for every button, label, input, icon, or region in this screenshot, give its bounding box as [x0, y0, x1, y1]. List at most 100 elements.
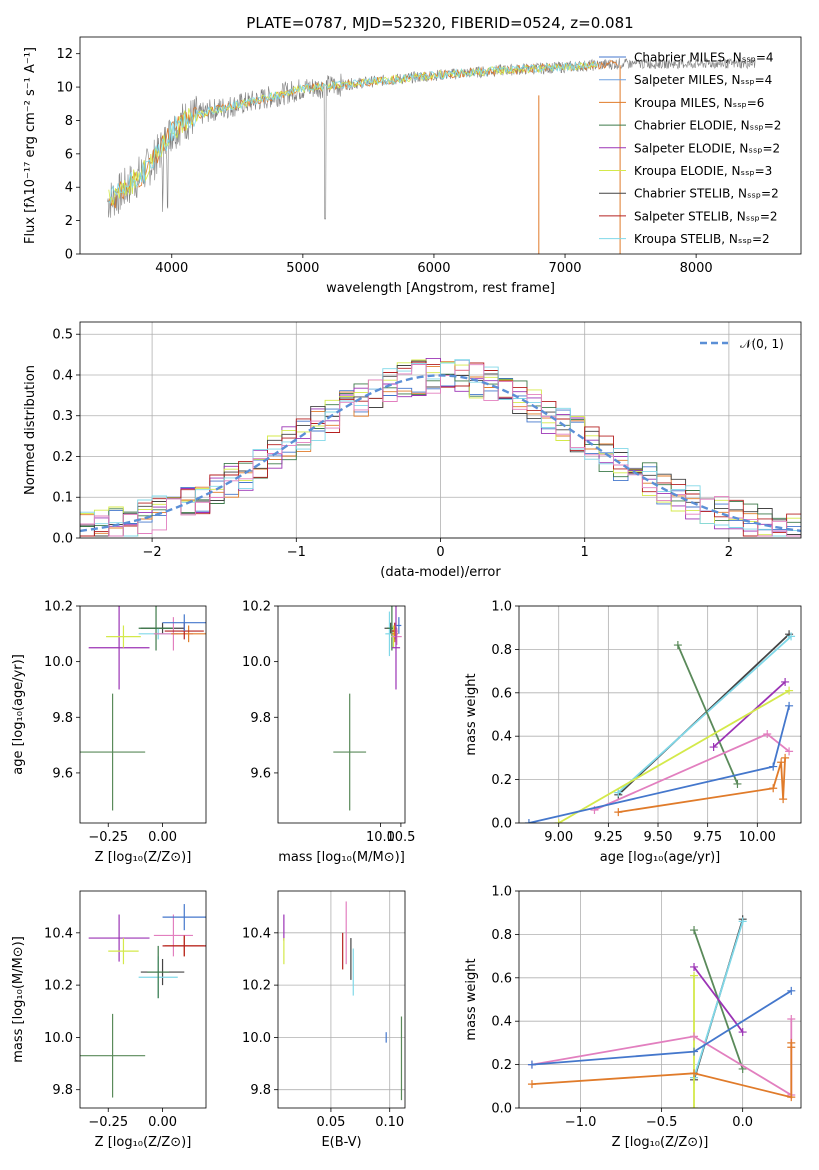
x-axis-label: mass [log₁₀(M/M⊙)]	[278, 850, 405, 865]
observed-spectrum-line	[107, 57, 756, 220]
mass-weight-line	[618, 757, 786, 813]
legend-label: 𝒩(0, 1)	[740, 337, 784, 351]
mass-weight-line	[594, 732, 790, 811]
data-point-marker	[690, 962, 699, 971]
axes-frame	[79, 36, 802, 255]
y-tick-label: 10.2	[44, 979, 73, 994]
figure-title: PLATE=0787, MJD=52320, FIBERID=0524, z=0…	[246, 14, 633, 32]
y-tick-label: 9.8	[52, 1083, 73, 1098]
data-point-marker	[673, 641, 682, 650]
data-point-marker	[785, 686, 794, 695]
x-tick-label: 0.0	[732, 1115, 753, 1130]
y-tick-label: 0.8	[491, 928, 512, 943]
y-tick-label: 0.6	[491, 686, 512, 701]
data-point-marker	[709, 743, 718, 752]
mass-weight-line	[617, 635, 792, 794]
data-point-marker	[733, 779, 742, 788]
legend-label: Chabrier STELIB, Nₛₛₚ=2	[634, 187, 779, 201]
y-tick-label: 0.4	[52, 368, 73, 383]
legend-label: Kroupa STELIB, Nₛₛₚ=2	[634, 232, 770, 246]
x-tick-label: 7000	[548, 261, 581, 276]
x-axis-label: Z [log₁₀(Z/Z⊙)]	[612, 1135, 709, 1150]
x-tick-label: 0.05	[316, 1115, 345, 1130]
mass-weight-line	[558, 689, 790, 823]
x-axis-label: age [log₁₀(age/yr)]	[600, 850, 721, 865]
x-axis-label: Z [log₁₀(Z/Z⊙)]	[95, 1135, 192, 1150]
data-point-marker	[763, 730, 772, 739]
x-tick-label: 0	[436, 545, 444, 560]
axes-frame	[277, 890, 406, 1109]
legend-label: Chabrier ELODIE, Nₛₛₚ=2	[634, 119, 781, 133]
data-point-marker	[690, 971, 699, 980]
data-point-marker	[777, 758, 786, 767]
y-tick-label: 10.0	[44, 655, 73, 670]
y-tick-label: 0.4	[491, 730, 512, 745]
x-tick-label: 9.75	[693, 830, 722, 845]
y-tick-label: 0.1	[52, 491, 73, 506]
y-tick-label: 9.8	[250, 711, 271, 726]
model-spectrum-line	[108, 60, 599, 205]
data-point-marker	[690, 1104, 699, 1108]
x-tick-label: 0.10	[375, 1115, 404, 1130]
age_vs_mass-plot	[333, 606, 402, 811]
y-tick-label: 10.2	[242, 600, 271, 615]
data-point-marker	[690, 1032, 699, 1041]
data-point-marker	[785, 701, 794, 710]
y-tick-label: 10.0	[242, 655, 271, 670]
mass_vs_ebv-plot	[283, 901, 403, 1101]
axes-frame	[79, 605, 207, 824]
y-tick-label: 10.4	[44, 926, 73, 941]
y-tick-label: 0.2	[491, 1058, 512, 1073]
mass_vs_Z-plot	[80, 904, 206, 1098]
y-tick-label: 9.6	[250, 766, 271, 781]
x-tick-label: 9.50	[644, 830, 673, 845]
y-axis-label: mass weight	[464, 673, 479, 755]
histogram-plot	[80, 357, 801, 537]
x-tick-label: 4000	[155, 261, 188, 276]
weight_vs_age-plot	[524, 630, 796, 823]
y-axis-label: age [log₁₀(age/yr)]	[11, 654, 26, 775]
x-tick-label: −2	[143, 545, 162, 560]
axes-frame	[79, 890, 207, 1109]
y-tick-label: 10.2	[242, 979, 271, 994]
x-tick-label: −0.5	[646, 1115, 678, 1130]
axes-frame	[79, 321, 802, 539]
data-point-marker	[769, 784, 778, 793]
mass-weight-line	[712, 681, 786, 748]
y-tick-label: 10.2	[44, 600, 73, 615]
y-tick-label: 2	[65, 214, 73, 229]
y-tick-label: 9.8	[250, 1083, 271, 1098]
x-tick-label: 10.5	[386, 830, 415, 845]
data-point-marker	[614, 788, 623, 797]
x-axis-label: wavelength [Angstrom, rest frame]	[326, 281, 555, 296]
legend-label: Salpeter MILES, Nₛₛₚ=4	[634, 73, 772, 87]
y-tick-label: 4	[65, 181, 73, 196]
y-tick-label: 10.0	[44, 1031, 73, 1046]
normal-curve-line	[80, 374, 801, 533]
legend-label: Kroupa MILES, Nₛₛₚ=6	[634, 96, 764, 110]
y-tick-label: 10.4	[242, 926, 271, 941]
data-point-marker	[781, 677, 790, 686]
axes-frame	[518, 890, 802, 1109]
x-axis-label: E(B-V)	[321, 1135, 361, 1150]
y-tick-label: 0.4	[491, 1015, 512, 1030]
y-tick-label: 0.0	[52, 532, 73, 547]
data-point-marker	[738, 917, 747, 926]
y-axis-label: mass weight	[464, 958, 479, 1040]
y-tick-label: 0.6	[491, 971, 512, 986]
data-point-marker	[781, 753, 790, 762]
data-point-marker	[690, 1047, 699, 1056]
y-tick-label: 1.0	[491, 885, 512, 900]
x-tick-label: 9.25	[594, 830, 623, 845]
data-point-marker	[690, 1069, 699, 1078]
histogram-step-line	[80, 361, 801, 537]
y-tick-label: 0	[65, 248, 73, 263]
x-tick-label: 1	[581, 545, 589, 560]
x-tick-label: 8000	[680, 261, 713, 276]
data-point-marker	[690, 926, 699, 935]
x-tick-label: 5000	[286, 261, 319, 276]
x-tick-label: 10.00	[739, 830, 776, 845]
legend-label: Salpeter ELODIE, Nₛₛₚ=2	[634, 141, 780, 155]
x-tick-label: −1.0	[565, 1115, 597, 1130]
